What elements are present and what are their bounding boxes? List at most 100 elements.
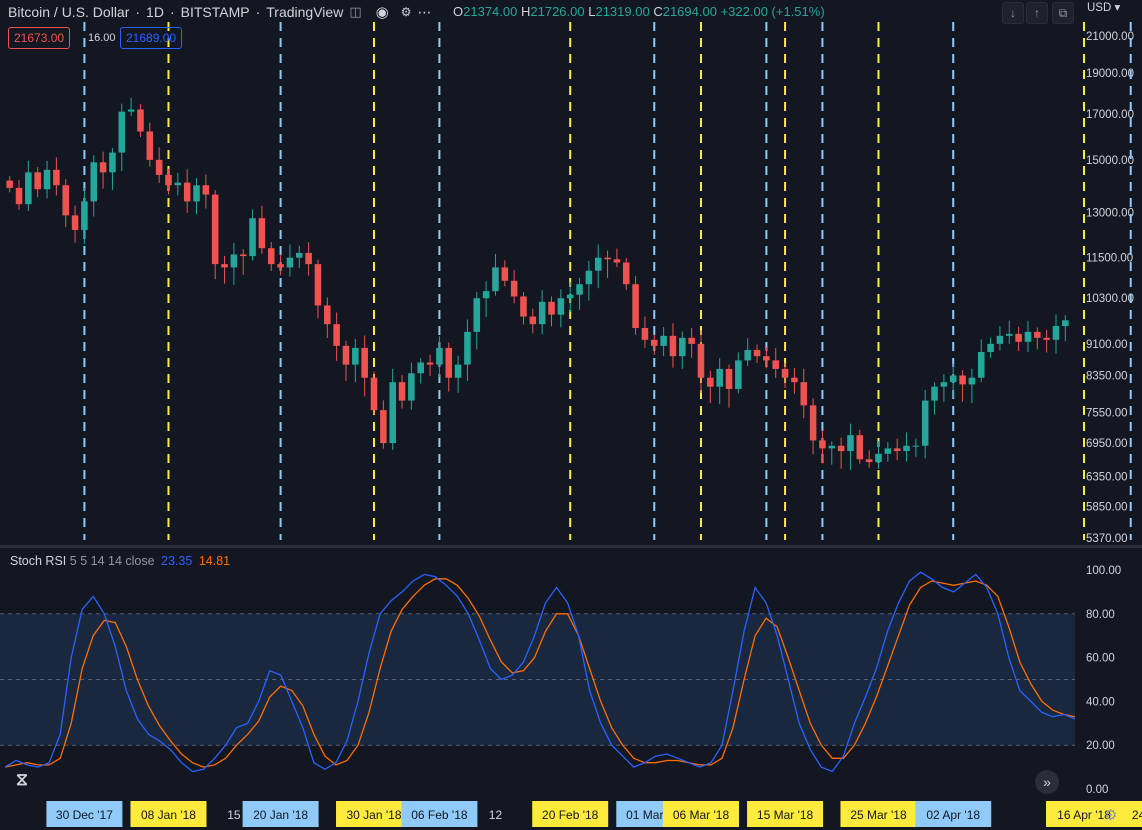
time-axis-label-text: 30 Dec '17 <box>56 808 113 822</box>
eye-slash-icon[interactable]: ◫ <box>349 4 362 19</box>
time-axis-label-text: 25 Mar '18 <box>850 808 907 822</box>
time-axis-label-text: 16 Apr '18 <box>1057 808 1111 822</box>
ask-price-box[interactable]: 21689.00 <box>120 27 183 49</box>
interval[interactable]: 1D <box>146 4 164 20</box>
candle-body <box>53 169 60 186</box>
candle-body <box>352 347 359 365</box>
candle-body <box>660 335 667 346</box>
candle-body <box>1034 331 1041 338</box>
candle-body <box>977 352 985 378</box>
bid-price-box[interactable]: 21673.00 <box>8 27 71 49</box>
candle-body <box>959 375 966 385</box>
candle-body <box>828 445 836 449</box>
candle-body <box>585 270 593 285</box>
ohlc-legend: O21374.00 H21726.00 L21319.00 C21694.00 … <box>453 4 825 19</box>
candle-body <box>781 368 789 378</box>
candle-body <box>473 298 481 332</box>
candle-body <box>912 445 920 447</box>
osc-name[interactable]: Stoch RSI <box>10 554 67 568</box>
candle-body <box>688 337 695 344</box>
time-axis-label-text: 15 Mar '18 <box>757 808 814 822</box>
time-axis-label[interactable]: 24 Apr '18 <box>1120 801 1142 827</box>
osc-tick-label: 20.00 <box>1086 740 1115 752</box>
time-axis-label-bg <box>242 801 319 827</box>
candle-body <box>221 264 228 268</box>
time-axis-label[interactable]: 25 Mar '18 <box>840 801 917 827</box>
time-axis-label-text: 02 Apr '18 <box>926 808 980 822</box>
low-value: 21319.00 <box>595 4 650 19</box>
time-axis-label-bg <box>532 801 609 827</box>
price-tick-label: 10300.00 <box>1086 293 1134 305</box>
candle-body <box>398 382 406 401</box>
candle-body <box>566 294 574 299</box>
candle-body <box>296 252 303 258</box>
candle-body <box>548 301 555 315</box>
candle-body <box>277 264 284 268</box>
candle-body <box>15 187 23 205</box>
time-axis-label[interactable]: 30 Dec '17 <box>46 801 123 827</box>
separator: · <box>255 4 261 20</box>
candle-body <box>436 347 443 365</box>
high-value: 21726.00 <box>530 4 585 19</box>
symbol-name[interactable]: Bitcoin / U.S. Dollar <box>8 4 130 20</box>
candle-body <box>753 349 761 357</box>
time-axis-label[interactable]: 08 Jan '18 <box>130 801 207 827</box>
candle-body <box>520 296 527 317</box>
candle-body <box>501 267 509 281</box>
scroll-up-button[interactable]: ↑ <box>1026 2 1048 24</box>
time-axis-label[interactable]: 02 Apr '18 <box>915 801 992 827</box>
time-axis-label[interactable]: 15 Mar '18 <box>747 801 824 827</box>
candle-body <box>482 291 490 299</box>
candle-body <box>594 257 602 271</box>
candle-body <box>1043 337 1050 340</box>
candle-body <box>137 109 144 132</box>
candle-body <box>43 169 51 190</box>
candle-body <box>286 257 294 268</box>
candle-body <box>324 305 331 325</box>
source: TradingView <box>266 4 344 20</box>
stoch-k-line <box>4 571 1076 773</box>
fullscreen-button[interactable]: ⧉ <box>1052 2 1074 24</box>
candle-body <box>576 284 583 295</box>
go-to-realtime-button[interactable]: » <box>1035 770 1059 794</box>
candle-body <box>968 377 976 385</box>
candle-body <box>342 345 350 365</box>
more-icon[interactable]: ⋯ <box>417 3 432 20</box>
candle-body <box>258 218 266 249</box>
time-axis-label-text: 20 Feb '18 <box>542 808 599 822</box>
chart-settings-icon[interactable]: ⚙ <box>1104 807 1118 824</box>
candle-body <box>987 343 994 353</box>
stoch-d-line <box>4 578 1076 768</box>
oscillator-legend: Stoch RSI 5 5 14 14 close 23.35 14.81 <box>10 554 230 568</box>
high-label: H <box>520 4 531 19</box>
candle-body <box>454 364 462 378</box>
scroll-down-button[interactable]: ↓ <box>1002 2 1024 24</box>
time-axis-label[interactable]: 20 Jan '18 <box>242 801 319 827</box>
candle-body <box>1062 320 1069 327</box>
time-axis-label[interactable]: 16 Apr '18 <box>1046 801 1123 827</box>
candle-body <box>445 347 453 378</box>
tradingview-logo-icon[interactable]: ⧖ <box>16 770 28 789</box>
candle-body <box>1006 333 1013 336</box>
candle-body <box>557 298 565 315</box>
currency-selector[interactable]: USD ▾ <box>1087 0 1120 14</box>
time-axis-label-bg <box>336 801 413 827</box>
time-axis-label[interactable]: 12 <box>489 808 503 822</box>
candle-body <box>707 377 714 387</box>
settings-icon[interactable]: ⚙ <box>400 5 412 19</box>
time-axis-label[interactable]: 20 Feb '18 <box>532 801 609 827</box>
time-axis-label[interactable]: 15 <box>227 808 241 822</box>
candle-body <box>464 331 471 365</box>
time-axis-label[interactable]: 30 Jan '18 <box>336 801 413 827</box>
candle-body <box>604 257 611 260</box>
eye-icon[interactable]: ◉ <box>375 4 389 21</box>
price-tick-label: 5850.00 <box>1086 501 1128 513</box>
time-axis-label[interactable]: 06 Mar '18 <box>662 801 739 827</box>
symbol-legend: Bitcoin / U.S. Dollar · 1D · BITSTAMP · … <box>8 3 437 22</box>
candle-body <box>71 215 79 230</box>
candle-body <box>837 445 845 452</box>
candle-body <box>408 373 415 401</box>
candle-body <box>716 368 723 387</box>
candle-body <box>174 182 182 186</box>
time-axis-label[interactable]: 06 Feb '18 <box>401 801 478 827</box>
